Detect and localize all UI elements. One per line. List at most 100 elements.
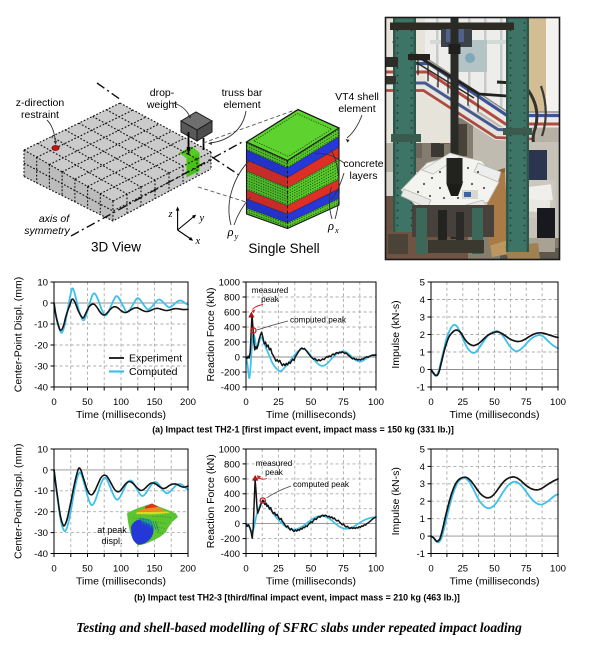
svg-text:10: 10: [37, 444, 48, 455]
svg-text:ρ: ρ: [227, 225, 234, 239]
svg-text:75: 75: [338, 564, 349, 575]
svg-text:0: 0: [51, 564, 56, 575]
svg-text:z-direction: z-direction: [16, 97, 65, 109]
svg-text:Impulse (kN-s): Impulse (kN-s): [390, 300, 402, 368]
svg-text:ρ: ρ: [327, 219, 334, 233]
svg-text:200: 200: [224, 337, 240, 348]
svg-text:50: 50: [306, 564, 317, 575]
svg-text:50: 50: [489, 564, 500, 575]
svg-text:75: 75: [521, 564, 532, 575]
svg-text:-20: -20: [34, 507, 48, 518]
svg-text:100: 100: [113, 564, 129, 575]
svg-text:Time (milliseconds): Time (milliseconds): [76, 575, 166, 587]
svg-text:25: 25: [273, 564, 284, 575]
svg-text:-1: -1: [416, 382, 425, 393]
svg-text:Computed: Computed: [129, 366, 178, 378]
svg-text:100: 100: [113, 397, 129, 408]
svg-text:1: 1: [420, 347, 425, 358]
svg-text:x: x: [195, 236, 201, 247]
svg-text:25: 25: [273, 397, 284, 408]
svg-text:3D View: 3D View: [91, 240, 141, 255]
svg-text:2: 2: [420, 497, 425, 508]
svg-text:800: 800: [224, 292, 240, 303]
svg-text:drop-: drop-: [150, 87, 175, 99]
svg-text:100: 100: [550, 397, 566, 408]
svg-text:1000: 1000: [219, 277, 240, 288]
svg-text:-30: -30: [34, 528, 48, 539]
svg-text:50: 50: [82, 397, 93, 408]
svg-text:concrete: concrete: [343, 158, 383, 170]
svg-text:Time (milliseconds): Time (milliseconds): [76, 409, 166, 421]
svg-text:weight: weight: [146, 99, 177, 111]
svg-text:y: y: [199, 213, 205, 224]
svg-text:0: 0: [420, 365, 425, 376]
svg-text:peak: peak: [265, 468, 284, 477]
svg-text:0: 0: [51, 397, 56, 408]
svg-text:-400: -400: [221, 549, 240, 560]
svg-text:y: y: [234, 231, 239, 241]
svg-text:VT4 shell: VT4 shell: [335, 91, 379, 103]
svg-text:1: 1: [420, 514, 425, 525]
svg-text:Center-Point Displ. (mm): Center-Point Displ. (mm): [13, 443, 25, 559]
svg-text:0: 0: [420, 532, 425, 543]
svg-text:25: 25: [457, 564, 468, 575]
svg-text:200: 200: [180, 564, 196, 575]
svg-text:100: 100: [368, 564, 384, 575]
svg-text:Center-Point Displ. (mm): Center-Point Displ. (mm): [13, 277, 25, 393]
svg-text:measured: measured: [256, 459, 293, 468]
svg-text:75: 75: [521, 397, 532, 408]
svg-text:2: 2: [420, 330, 425, 341]
svg-text:50: 50: [306, 397, 317, 408]
svg-text:x: x: [334, 225, 339, 235]
svg-text:150: 150: [146, 564, 162, 575]
svg-text:Reaction Force (kN): Reaction Force (kN): [205, 454, 217, 548]
svg-text:0: 0: [235, 519, 240, 530]
svg-text:Time (milliseconds): Time (milliseconds): [266, 409, 356, 421]
svg-text:600: 600: [224, 307, 240, 318]
svg-text:200: 200: [224, 504, 240, 515]
svg-text:5: 5: [420, 277, 425, 288]
svg-text:element: element: [338, 103, 375, 115]
svg-text:4: 4: [420, 462, 426, 473]
svg-text:150: 150: [146, 397, 162, 408]
svg-text:-400: -400: [221, 382, 240, 393]
svg-text:4: 4: [420, 295, 426, 306]
svg-text:3: 3: [420, 479, 425, 490]
svg-text:Experiment: Experiment: [129, 353, 182, 365]
svg-text:symmetry: symmetry: [24, 225, 70, 237]
svg-text:75: 75: [338, 397, 349, 408]
svg-text:z: z: [168, 209, 173, 220]
svg-text:displ.: displ.: [101, 536, 122, 546]
svg-text:600: 600: [224, 474, 240, 485]
svg-text:-10: -10: [34, 486, 48, 497]
svg-text:100: 100: [550, 564, 566, 575]
svg-text:50: 50: [489, 397, 500, 408]
svg-text:10: 10: [37, 277, 48, 288]
svg-text:truss bar: truss bar: [222, 87, 263, 99]
svg-text:1000: 1000: [219, 444, 240, 455]
svg-text:Time (milliseconds): Time (milliseconds): [449, 409, 539, 421]
svg-text:0: 0: [428, 397, 433, 408]
svg-text:-10: -10: [34, 319, 48, 330]
svg-text:Reaction Force (kN): Reaction Force (kN): [205, 288, 217, 382]
svg-text:-20: -20: [34, 340, 48, 351]
svg-text:at peak: at peak: [97, 525, 127, 535]
svg-text:peak: peak: [261, 295, 280, 304]
svg-text:400: 400: [224, 489, 240, 500]
svg-text:Time (milliseconds): Time (milliseconds): [266, 575, 356, 587]
svg-text:100: 100: [368, 397, 384, 408]
svg-text:computed peak: computed peak: [290, 316, 347, 325]
svg-text:3: 3: [420, 312, 425, 323]
svg-text:800: 800: [224, 459, 240, 470]
svg-text:0: 0: [243, 397, 248, 408]
svg-text:restraint: restraint: [21, 109, 59, 121]
svg-text:computed peak: computed peak: [293, 480, 350, 489]
svg-text:5: 5: [420, 444, 425, 455]
svg-text:0: 0: [428, 564, 433, 575]
svg-text:0: 0: [235, 352, 240, 363]
svg-text:50: 50: [82, 564, 93, 575]
svg-text:(a) Impact test TH2-1 [first i: (a) Impact test TH2-1 [first impact even…: [152, 425, 454, 435]
svg-text:layers: layers: [349, 170, 377, 182]
svg-text:axis of: axis of: [39, 213, 70, 225]
svg-text:Single Shell: Single Shell: [248, 241, 319, 256]
